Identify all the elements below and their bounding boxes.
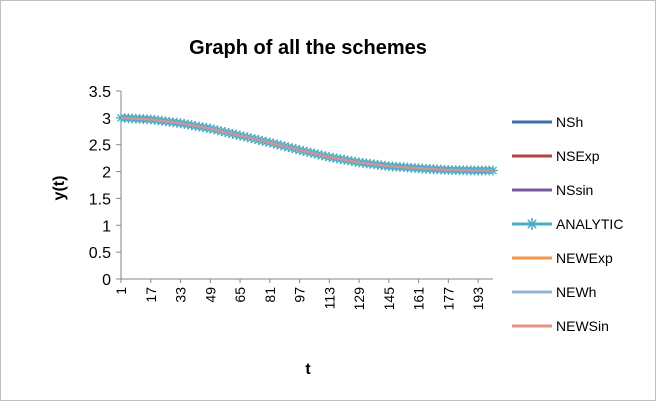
legend-label-newsin: NEWSin — [556, 318, 609, 334]
series-line-newsin-top — [120, 116, 493, 172]
x-tick-label: 161 — [411, 287, 427, 311]
legend-label-newh: NEWh — [556, 284, 596, 300]
x-tick-label: 33 — [173, 287, 189, 303]
y-tick-label: 0 — [102, 272, 111, 289]
x-tick-label: 145 — [381, 287, 397, 311]
y-tick-label: 3 — [102, 111, 111, 128]
y-tick-label: 2 — [102, 165, 111, 182]
legend-label-newexp: NEWExp — [556, 250, 613, 266]
legend-item-newsin: NEWSin — [512, 318, 609, 334]
y-tick-label: 1 — [102, 218, 111, 235]
x-tick-label: 177 — [440, 287, 456, 311]
legend-item-newexp: NEWExp — [512, 250, 613, 266]
legend-label-nsh: NSh — [556, 114, 583, 130]
plot-layer: 0 0.5 1 1.5 2 2.5 3 3.5 1 17 33 49 65 81 97 113 129 145 16… — [89, 84, 498, 310]
legend-item-nsexp: NSExp — [512, 148, 600, 164]
x-tick-label: 97 — [292, 287, 308, 303]
x-tick-label: 193 — [470, 287, 486, 311]
legend-label-nsexp: NSExp — [556, 148, 600, 164]
legend-item-analytic: ANALYTIC — [512, 216, 623, 232]
chart-title: Graph of all the schemes — [189, 37, 427, 59]
legend-item-nsh: NSh — [512, 114, 583, 130]
x-tick-label: 81 — [262, 287, 278, 303]
x-axis-label: t — [305, 361, 311, 378]
legend-marker-analytic — [526, 218, 538, 230]
x-tick-label: 65 — [232, 287, 248, 303]
y-tick-label: 3.5 — [89, 84, 111, 101]
x-tick-label: 17 — [143, 287, 159, 303]
x-tick-label: 1 — [113, 287, 129, 295]
legend-item-newh: NEWh — [512, 284, 596, 300]
y-tick-label: 2.5 — [89, 138, 111, 155]
y-tick-label: 0.5 — [89, 245, 111, 262]
x-tick-label: 129 — [351, 287, 367, 311]
x-tick-label: 113 — [321, 287, 337, 310]
legend: NSh NSExp NSsin ANALYTIC NEWExp NEWh NEWSin — [512, 114, 623, 334]
legend-item-nssin: NSsin — [512, 182, 593, 198]
legend-label-analytic: ANALYTIC — [556, 216, 623, 232]
y-axis-label: y(t) — [51, 176, 68, 201]
x-tick-label: 49 — [202, 287, 218, 303]
y-tick-label: 1.5 — [89, 191, 111, 208]
legend-label-nssin: NSsin — [556, 182, 593, 198]
